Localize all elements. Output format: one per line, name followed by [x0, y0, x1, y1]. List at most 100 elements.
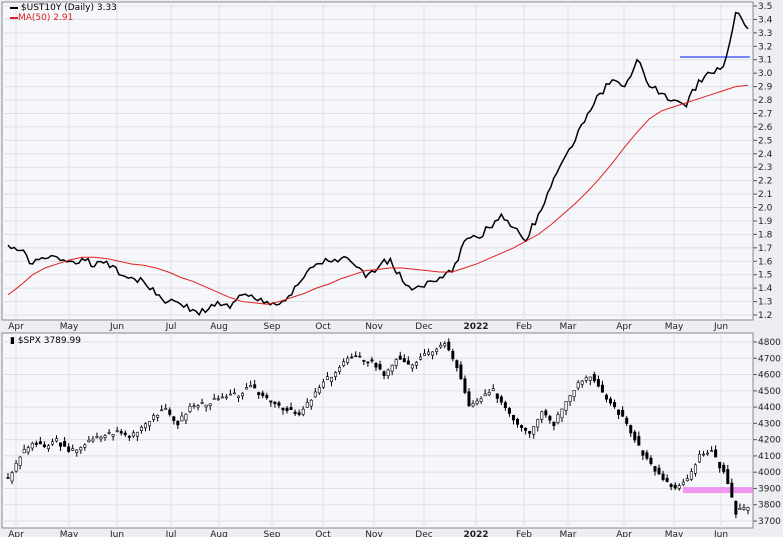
candle [459, 364, 463, 380]
candle [665, 478, 669, 482]
candle [633, 431, 637, 441]
candle [22, 449, 26, 454]
candle [342, 361, 346, 367]
legend-spx-label: $SPX 3789.99 [17, 336, 81, 346]
candle [289, 407, 293, 411]
candle [661, 473, 665, 480]
candle [596, 378, 600, 387]
candle [544, 410, 548, 416]
candle [451, 350, 455, 360]
candle [479, 398, 483, 402]
candle [386, 369, 390, 377]
y-tick-label: 1.9 [758, 217, 773, 227]
x-tick-label: Aug [210, 322, 228, 332]
candle [212, 398, 216, 400]
y-tick-label: 3900 [758, 484, 781, 494]
x-tick-label: Apr [616, 530, 632, 537]
candle [196, 405, 200, 408]
candle [14, 462, 18, 472]
candle [261, 392, 265, 397]
candle [726, 469, 730, 485]
candle [613, 402, 617, 408]
candle [524, 427, 528, 431]
candle [257, 392, 261, 395]
candle [139, 426, 143, 431]
y-tick-label: 2.9 [758, 83, 773, 93]
candle [99, 436, 103, 440]
candle [568, 395, 572, 402]
candle [135, 431, 139, 437]
candle [358, 355, 362, 358]
y-tick-label: 1.4 [758, 284, 773, 294]
candle [499, 396, 503, 403]
candle [370, 359, 374, 362]
candle [281, 407, 285, 411]
candle [143, 423, 147, 429]
candle [34, 442, 38, 445]
x-tick-label: Jun [713, 530, 728, 537]
x-tick-label: Dec [415, 530, 432, 537]
legend-ma50: MA(50) 2.91 [10, 13, 73, 23]
y-tick-label: 4500 [758, 387, 781, 397]
x-tick-label: May [665, 322, 684, 332]
candle [641, 450, 645, 456]
y-tick-label: 2.3 [758, 163, 772, 173]
candle [503, 402, 507, 409]
candle [127, 435, 131, 438]
candle [677, 485, 681, 489]
y-tick-label: 2.6 [758, 123, 773, 133]
candle [30, 443, 34, 449]
y-tick-label: 3.2 [758, 42, 772, 52]
y-tick-label: 3700 [758, 517, 781, 527]
candle [204, 404, 208, 408]
candle [580, 380, 584, 385]
candle [528, 431, 532, 434]
candle [103, 435, 107, 438]
y-tick-label: 4700 [758, 354, 781, 364]
x-tick-label: May [60, 322, 79, 332]
candle [79, 447, 83, 451]
y-tick-label: 4800 [758, 338, 781, 348]
candle [588, 376, 592, 381]
candle [702, 453, 706, 456]
candle [285, 407, 289, 411]
candle [42, 444, 46, 448]
candle [657, 467, 661, 475]
legend-ust10y-label: $UST10Y (Daily) 3.33 [20, 3, 117, 13]
candle [556, 414, 560, 423]
candle [293, 411, 297, 414]
candle [645, 452, 649, 459]
y-tick-label: 1.7 [758, 244, 772, 254]
candle [734, 500, 738, 515]
candle [637, 436, 641, 446]
candle [59, 442, 63, 447]
candle [532, 426, 536, 435]
candle [148, 421, 152, 427]
x-tick-label: Feb [516, 322, 532, 332]
candle [378, 364, 382, 370]
x-tick-label: Nov [365, 322, 383, 332]
candle [560, 408, 564, 419]
candle [180, 415, 184, 422]
candle [625, 417, 629, 424]
candle [87, 439, 91, 443]
candle [71, 448, 75, 451]
candle [131, 432, 135, 437]
candle [629, 425, 633, 434]
candle [511, 414, 515, 421]
x-tick-label: Dec [415, 322, 432, 332]
support-band [683, 487, 753, 494]
legend-ust10y: $UST10Y (Daily) 3.33 [10, 3, 117, 13]
x-tick-label: May [665, 530, 684, 537]
plot-area-0 [1, 1, 754, 321]
candle [305, 402, 309, 408]
candle [184, 413, 188, 421]
x-tick-label: Aug [210, 530, 228, 537]
y-tick-label: 2.1 [758, 190, 772, 200]
candle [398, 355, 402, 360]
candle [483, 393, 487, 397]
candle [394, 359, 398, 366]
candle [26, 447, 30, 453]
candle [414, 361, 418, 366]
candle [576, 382, 580, 389]
